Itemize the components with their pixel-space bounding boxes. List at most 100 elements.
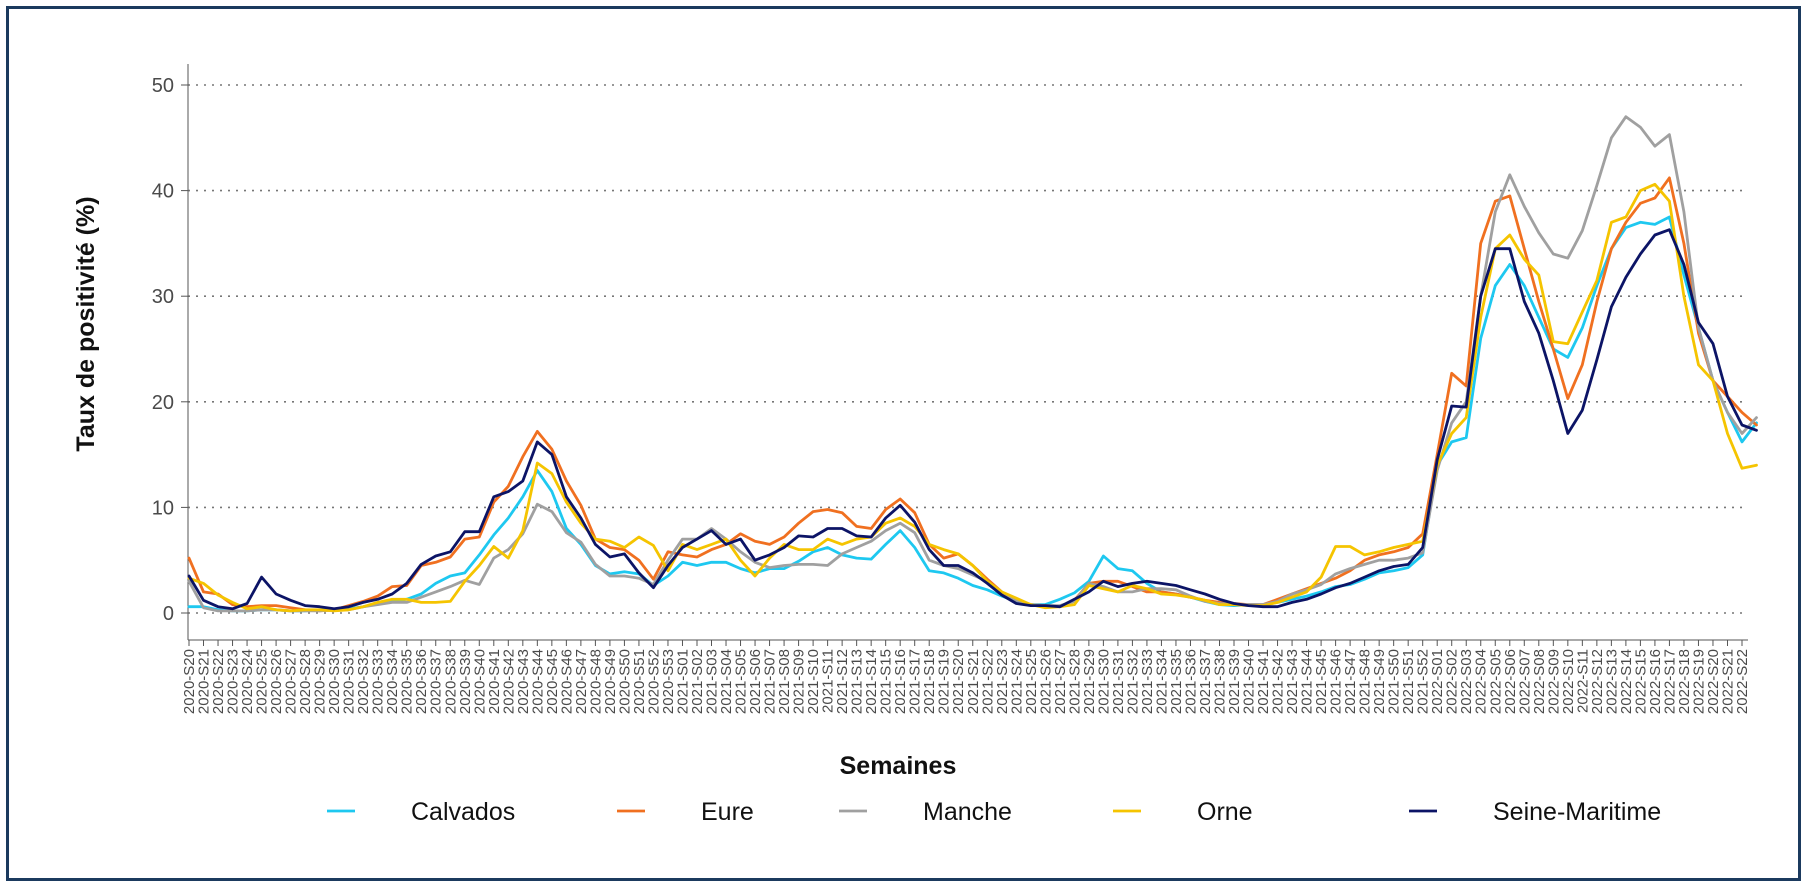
x-tick-label: 2021-S15 bbox=[878, 649, 895, 714]
x-tick-label: 2022-S06 bbox=[1502, 649, 1519, 714]
x-tick-label: 2022-S21 bbox=[1719, 649, 1736, 714]
x-tick-label: 2020-S51 bbox=[631, 649, 648, 714]
x-tick-label: 2021-S05 bbox=[733, 649, 750, 714]
x-tick-label: 2022-S13 bbox=[1603, 649, 1620, 714]
series-line-eure bbox=[187, 176, 1758, 613]
x-tick-label: 2020-S44 bbox=[529, 649, 546, 714]
x-tick-label: 2021-S43 bbox=[1284, 649, 1301, 714]
x-tick-label: 2020-S39 bbox=[457, 649, 474, 714]
x-tick-label: 2021-S29 bbox=[1081, 649, 1098, 714]
x-tick-label: 2020-S36 bbox=[413, 649, 430, 714]
x-tick-labels: 2020-S202020-S212020-S222020-S232020-S24… bbox=[181, 649, 1751, 714]
x-tick-label: 2021-S18 bbox=[921, 649, 938, 714]
x-axis-title: Semaines bbox=[840, 752, 957, 780]
legend: Calvados Eure Manche Orne Seine-Maritime bbox=[327, 798, 1661, 826]
x-tick-label: 2021-S37 bbox=[1197, 649, 1214, 714]
x-tick-label: 2021-S40 bbox=[1241, 649, 1258, 714]
x-tick-label: 2021-S22 bbox=[979, 649, 996, 714]
x-tick-label: 2020-S52 bbox=[645, 649, 662, 714]
x-tick-label: 2020-S41 bbox=[486, 649, 503, 714]
x-tick-label: 2020-S28 bbox=[297, 649, 314, 714]
x-tick-label: 2022-S15 bbox=[1632, 649, 1649, 714]
x-tick-label: 2022-S04 bbox=[1473, 649, 1490, 714]
y-tick-labels: 0 10 20 30 40 50 bbox=[152, 75, 174, 625]
legend-label: Eure bbox=[701, 798, 754, 826]
y-tick-label: 0 bbox=[163, 603, 174, 625]
x-tick-label: 2020-S42 bbox=[500, 649, 517, 714]
x-tick-label: 2022-S20 bbox=[1705, 649, 1722, 714]
x-tick-label: 2020-S26 bbox=[268, 649, 285, 714]
x-tick-label: 2020-S33 bbox=[370, 649, 387, 714]
x-tick-label: 2021-S45 bbox=[1313, 649, 1330, 714]
x-tick-label: 2021-S10 bbox=[805, 649, 822, 714]
x-tick-label: 2020-S46 bbox=[558, 649, 575, 714]
y-tick-label: 20 bbox=[152, 392, 174, 414]
x-tick-label: 2022-S11 bbox=[1574, 649, 1591, 713]
x-tick-label: 2020-S53 bbox=[660, 649, 677, 714]
x-tick-label: 2022-S14 bbox=[1618, 649, 1635, 714]
x-tick-label: 2020-S49 bbox=[602, 649, 619, 714]
x-tick-label: 2021-S36 bbox=[1182, 649, 1199, 714]
x-tick-label: 2022-S19 bbox=[1690, 649, 1707, 714]
x-tick-label: 2021-S51 bbox=[1400, 649, 1417, 714]
legend-label: Seine-Maritime bbox=[1493, 798, 1661, 826]
x-tick-label: 2021-S31 bbox=[1110, 649, 1127, 714]
x-tick-label: 2020-S21 bbox=[196, 649, 213, 714]
y-tick-label: 50 bbox=[152, 75, 174, 97]
x-tick-label: 2021-S28 bbox=[1066, 649, 1083, 714]
x-tick-label: 2022-S16 bbox=[1647, 649, 1664, 714]
y-tick-label: 30 bbox=[152, 286, 174, 308]
x-tick-label: 2020-S48 bbox=[587, 649, 604, 714]
x-tick-label: 2020-S50 bbox=[616, 649, 633, 714]
x-tick-label: 2021-S11 bbox=[820, 649, 837, 713]
x-tick-label: 2021-S20 bbox=[950, 649, 967, 714]
x-tick-label: 2021-S26 bbox=[1037, 649, 1054, 714]
x-tick-label: 2021-S16 bbox=[892, 649, 909, 714]
x-tick-label: 2021-S13 bbox=[849, 649, 866, 714]
x-tick-label: 2021-S06 bbox=[747, 649, 764, 714]
x-tick-label: 2021-S21 bbox=[965, 649, 982, 714]
x-tick-label: 2021-S41 bbox=[1255, 649, 1272, 714]
x-tick-label: 2021-S09 bbox=[791, 649, 808, 714]
x-tick-label: 2021-S30 bbox=[1095, 649, 1112, 714]
series-line-orne bbox=[187, 182, 1758, 613]
x-tick-label: 2022-S02 bbox=[1444, 649, 1461, 714]
y-tick-label: 10 bbox=[152, 497, 174, 519]
x-tick-label: 2022-S07 bbox=[1516, 649, 1533, 714]
x-tick-label: 2020-S30 bbox=[326, 649, 343, 714]
x-tick-label: 2022-S05 bbox=[1487, 649, 1504, 714]
x-tick-label: 2021-S52 bbox=[1415, 649, 1432, 714]
axes bbox=[181, 64, 1748, 646]
x-tick-label: 2021-S42 bbox=[1270, 649, 1287, 714]
x-tick-label: 2022-S10 bbox=[1560, 649, 1577, 714]
x-tick-label: 2021-S25 bbox=[1023, 649, 1040, 714]
x-tick-label: 2021-S24 bbox=[1008, 649, 1025, 714]
x-tick-label: 2020-S24 bbox=[239, 649, 256, 714]
x-tick-label: 2020-S43 bbox=[515, 649, 532, 714]
x-tick-label: 2020-S47 bbox=[573, 649, 590, 714]
series-lines bbox=[187, 115, 1758, 613]
x-tick-label: 2022-S03 bbox=[1458, 649, 1475, 714]
x-tick-label: 2020-S29 bbox=[312, 649, 329, 714]
x-tick-label: 2022-S09 bbox=[1545, 649, 1562, 714]
x-tick-label: 2021-S04 bbox=[718, 649, 735, 714]
x-tick-label: 2020-S37 bbox=[428, 649, 445, 714]
x-tick-label: 2021-S46 bbox=[1328, 649, 1345, 714]
chart-frame: 0 10 20 30 40 50 2020-S20 2020-S21 2020-S22 2020… bbox=[6, 6, 1801, 881]
x-tick-label: 2020-S45 bbox=[544, 649, 561, 714]
x-tick-label: 2021-S50 bbox=[1386, 649, 1403, 714]
x-tick-label: 2020-S22 bbox=[210, 649, 227, 714]
legend-label: Calvados bbox=[411, 798, 515, 826]
x-tick-label: 2021-S27 bbox=[1052, 649, 1069, 714]
x-tick-label: 2021-S03 bbox=[704, 649, 721, 714]
x-tick-label: 2022-S22 bbox=[1734, 649, 1751, 714]
x-tick-label: 2021-S32 bbox=[1124, 649, 1141, 714]
x-tick-label: 2021-S35 bbox=[1168, 649, 1185, 714]
x-tick-label: 2020-S38 bbox=[442, 649, 459, 714]
x-tick-label: 2021-S07 bbox=[762, 649, 779, 714]
y-axis-title: Taux de positivité (%) bbox=[72, 196, 100, 451]
x-tick-label: 2022-S12 bbox=[1589, 649, 1606, 714]
x-tick-label: 2022-S08 bbox=[1531, 649, 1548, 714]
x-tick-label: 2022-S17 bbox=[1661, 649, 1678, 714]
x-tick-label: 2021-S39 bbox=[1226, 649, 1243, 714]
